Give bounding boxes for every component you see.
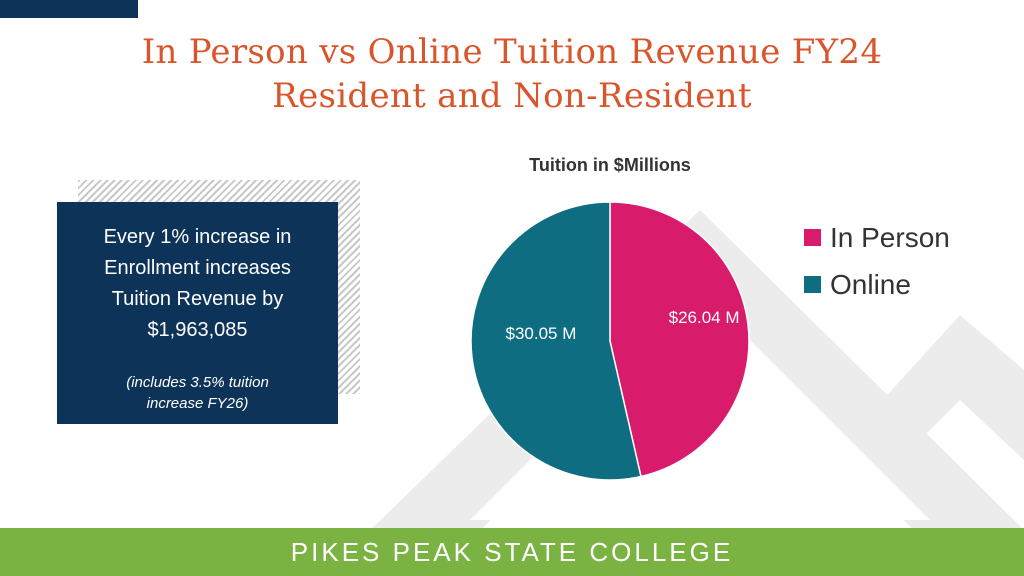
pie-label-online: $30.05 M (505, 324, 576, 343)
corner-accent-bar (0, 0, 138, 18)
info-note: (includes 3.5% tuition increase FY26) (126, 374, 269, 412)
pie-slice-in-person (609, 201, 750, 478)
info-line-3: Tuition Revenue by (111, 288, 284, 310)
legend-label-online: Online (830, 268, 911, 300)
info-line-1: Every 1% increase in (103, 226, 292, 248)
legend-item-online: Online (804, 261, 950, 308)
chart-legend: In Person Online (804, 214, 950, 308)
enrollment-info-box: Every 1% increase in Enrollment increase… (57, 202, 338, 424)
page-title-line-2: Resident and Non-Resident (272, 76, 752, 116)
legend-swatch-in-person (804, 229, 821, 246)
info-line-4: $1,963,085 (147, 319, 248, 341)
info-line-2: Enrollment increases (104, 257, 291, 279)
legend-label-in-person: In Person (830, 221, 950, 253)
college-footer-banner: PIKES PEAK STATE COLLEGE (0, 528, 1024, 576)
pie-label-in-person: $26.04 M (669, 308, 740, 327)
chart-title: Tuition in $Millions (529, 155, 691, 175)
info-main-text: Every 1% increase in Enrollment increase… (57, 222, 338, 346)
legend-item-in-person: In Person (804, 214, 950, 261)
legend-swatch-online (804, 276, 821, 293)
pie-slice-online (470, 201, 642, 481)
page-title-line-1: In Person vs Online Tuition Revenue FY24 (141, 32, 883, 72)
page-title: In Person vs Online Tuition Revenue FY24… (0, 30, 1024, 118)
